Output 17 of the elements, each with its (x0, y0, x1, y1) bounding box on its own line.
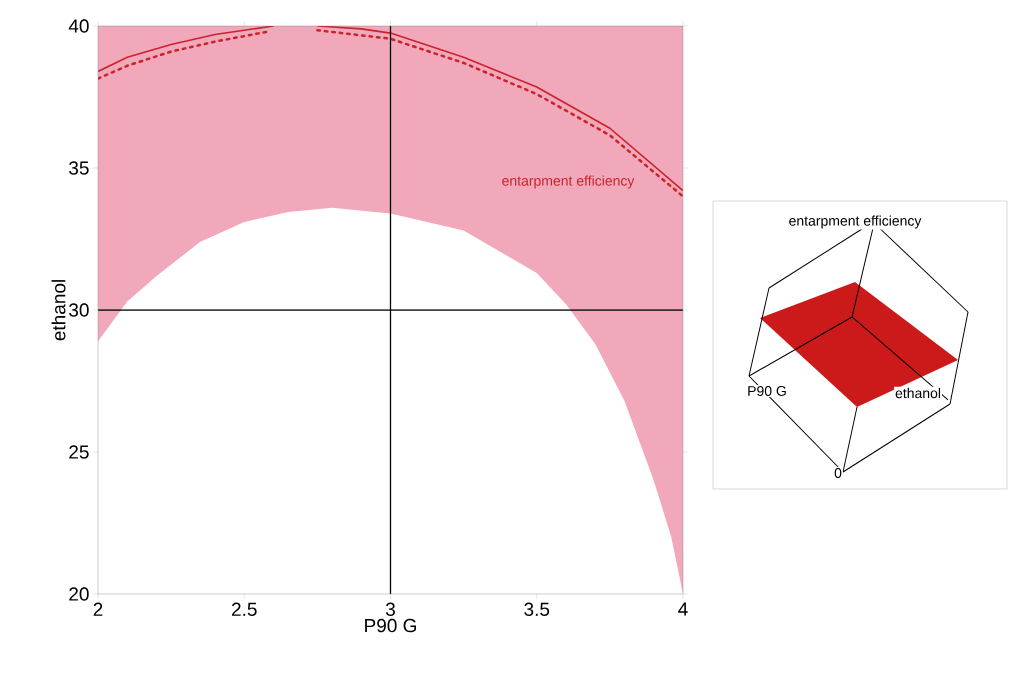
text: ethanol (895, 387, 941, 399)
y-tick-label: 35 (69, 161, 89, 175)
x-tick-label: 3 (385, 602, 395, 616)
annotation: entarpment efficiency (502, 175, 635, 189)
y-tick-label: 40 (68, 19, 89, 33)
x-tick-label: 4 (678, 602, 688, 616)
x-axis-title: P90 G (365, 618, 416, 633)
y-tick-label: 20 (69, 587, 89, 601)
x-tick-label: 2 (93, 602, 103, 616)
y-tick-label: 30 (69, 303, 89, 317)
x-tick-label: 3.5 (524, 602, 550, 616)
text: 0 (834, 468, 842, 478)
y-tick-label: 25 (69, 445, 89, 459)
x-tick-label: 2.5 (232, 602, 257, 616)
text: entarpment efficiency (789, 215, 922, 229)
text: P90 G (748, 386, 786, 396)
y-axis-title: ethanol (51, 280, 66, 341)
